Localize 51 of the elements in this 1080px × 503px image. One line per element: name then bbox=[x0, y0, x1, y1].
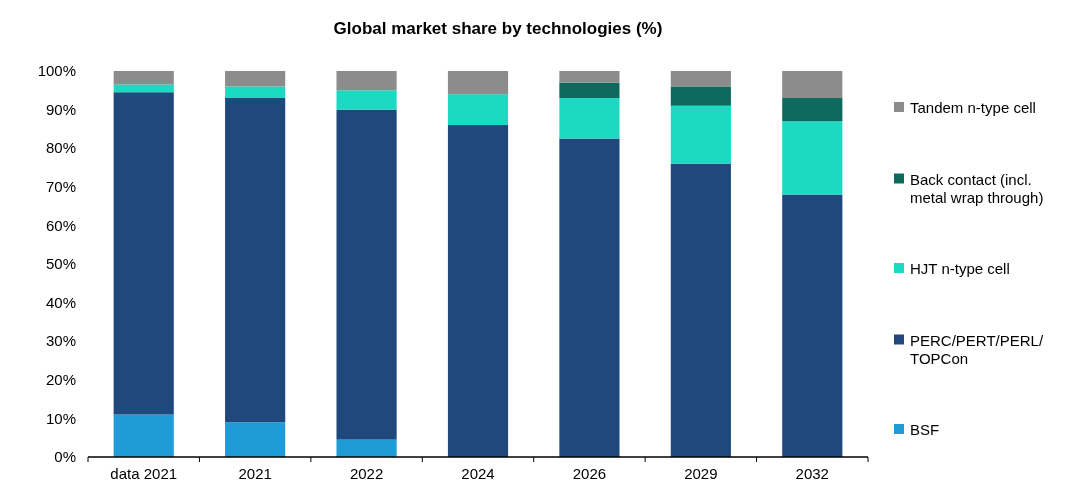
bar bbox=[225, 422, 286, 457]
bar bbox=[225, 86, 286, 99]
bar bbox=[670, 105, 731, 164]
legend-label: HJT n-type cell bbox=[910, 260, 1010, 278]
x-tick-label: 2029 bbox=[684, 465, 718, 482]
bar bbox=[336, 439, 397, 457]
x-tick-label: 2022 bbox=[349, 465, 384, 482]
legend-label: Tandem n-type cell bbox=[910, 99, 1036, 117]
bar bbox=[670, 71, 731, 87]
bar bbox=[670, 163, 731, 457]
bar bbox=[447, 125, 509, 457]
x-tick-label: 2024 bbox=[461, 465, 495, 482]
x-tick-label: 2026 bbox=[572, 465, 607, 482]
bar bbox=[336, 90, 397, 110]
bar bbox=[336, 71, 397, 91]
legend-label: Back contact (incl. metal wrap through) bbox=[910, 170, 1044, 206]
bar bbox=[559, 71, 620, 83]
bar bbox=[447, 71, 509, 95]
bar bbox=[113, 92, 174, 415]
chart-title: Global market share by technologies (%) bbox=[333, 19, 663, 38]
bar bbox=[670, 86, 731, 106]
bar bbox=[559, 98, 620, 139]
x-tick-label: data 2021 bbox=[110, 465, 178, 482]
bar bbox=[782, 121, 843, 195]
y-tick-label: 30% bbox=[45, 332, 76, 350]
y-tick-label: 50% bbox=[45, 255, 76, 273]
y-tick-label: 20% bbox=[45, 371, 76, 389]
bar bbox=[447, 94, 509, 126]
bar bbox=[113, 84, 174, 93]
bar bbox=[336, 109, 397, 440]
y-tick-label: 90% bbox=[45, 100, 76, 118]
x-tick-label: 2021 bbox=[238, 465, 272, 482]
bar bbox=[782, 71, 843, 99]
y-tick-label: 40% bbox=[45, 293, 76, 311]
y-tick-label: 0% bbox=[54, 448, 76, 466]
bar bbox=[559, 138, 620, 457]
bar bbox=[113, 71, 174, 85]
bar bbox=[225, 98, 286, 423]
y-tick-label: 100% bbox=[37, 62, 76, 80]
y-tick-label: 80% bbox=[45, 139, 76, 157]
y-tick-label: 10% bbox=[45, 409, 76, 427]
y-tick-label: 60% bbox=[45, 216, 76, 234]
bar bbox=[113, 414, 174, 457]
legend-label: PERC/PERT/PERL/TOPCon bbox=[910, 331, 1044, 367]
y-tick-label: 70% bbox=[45, 178, 76, 196]
legend-label: BSF bbox=[910, 421, 940, 439]
bar bbox=[225, 71, 286, 87]
bar bbox=[782, 98, 843, 122]
bar bbox=[782, 194, 843, 457]
x-tick-label: 2032 bbox=[795, 465, 829, 482]
bar bbox=[559, 82, 620, 99]
